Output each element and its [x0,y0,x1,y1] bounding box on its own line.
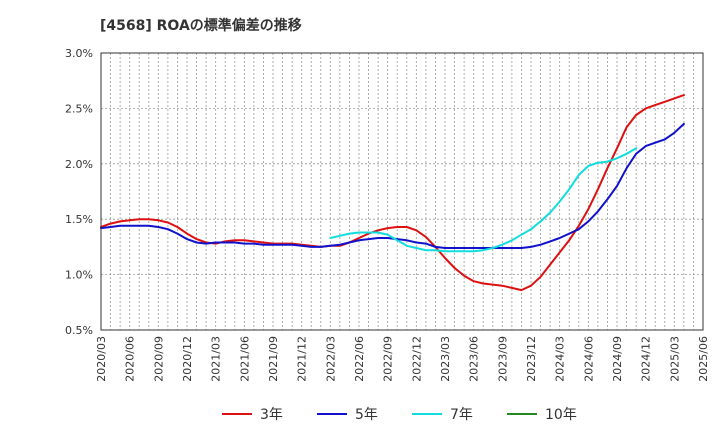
x-tick-label: 2020/09 [152,336,165,382]
y-axis-ticks: 3.0% 2.5% 2.0% 1.5% 1.0% 0.5% [65,47,93,337]
legend-label: 10年 [545,407,577,423]
x-tick-label: 2023/06 [468,336,481,382]
x-tick-label: 2023/03 [439,336,452,382]
x-tick-label: 2020/12 [181,336,194,382]
chart-title: [4568] ROAの標準偏差の推移 [100,17,302,34]
x-tick-label: 2022/06 [353,336,366,382]
x-tick-label: 2021/09 [267,336,280,382]
x-tick-label: 2024/06 [582,336,595,382]
plot-area [101,53,703,330]
x-tick-label: 2022/03 [324,336,337,382]
plot-border [100,52,704,331]
legend: 3年 5年 7年 10年 [222,407,577,423]
x-tick-label: 2020/03 [95,336,108,382]
y-tick-label: 2.0% [65,158,93,171]
x-tick-label: 2023/09 [496,336,509,382]
y-tick-label: 2.5% [65,102,93,115]
x-tick-label: 2021/12 [296,336,309,382]
x-tick-label: 2022/09 [382,336,395,382]
y-tick-label: 1.0% [65,269,93,282]
series-lines [100,94,685,292]
series-line [329,147,638,253]
x-tick-label: 2023/12 [525,336,538,382]
y-tick-label: 1.5% [65,213,93,226]
y-tick-label: 0.5% [65,324,93,337]
series-line [100,94,685,292]
y-tick-label: 3.0% [65,47,93,60]
x-tick-label: 2025/03 [668,336,681,382]
x-tick-label: 2022/12 [410,336,423,382]
legend-label: 5年 [355,407,378,423]
x-tick-label: 2024/12 [640,336,653,382]
x-tick-label: 2024/09 [611,336,624,382]
x-axis-ticks: 2020/03 2020/06 2020/09 2020/12 2021/03 2021/… [95,336,710,382]
legend-label: 7年 [450,407,473,423]
x-tick-label: 2021/03 [210,336,223,382]
grid [101,53,703,330]
x-tick-label: 2020/06 [124,336,137,382]
legend-label: 3年 [260,407,283,423]
x-tick-label: 2021/06 [238,336,251,382]
x-tick-label: 2025/06 [697,336,710,382]
x-tick-label: 2024/03 [554,336,567,382]
